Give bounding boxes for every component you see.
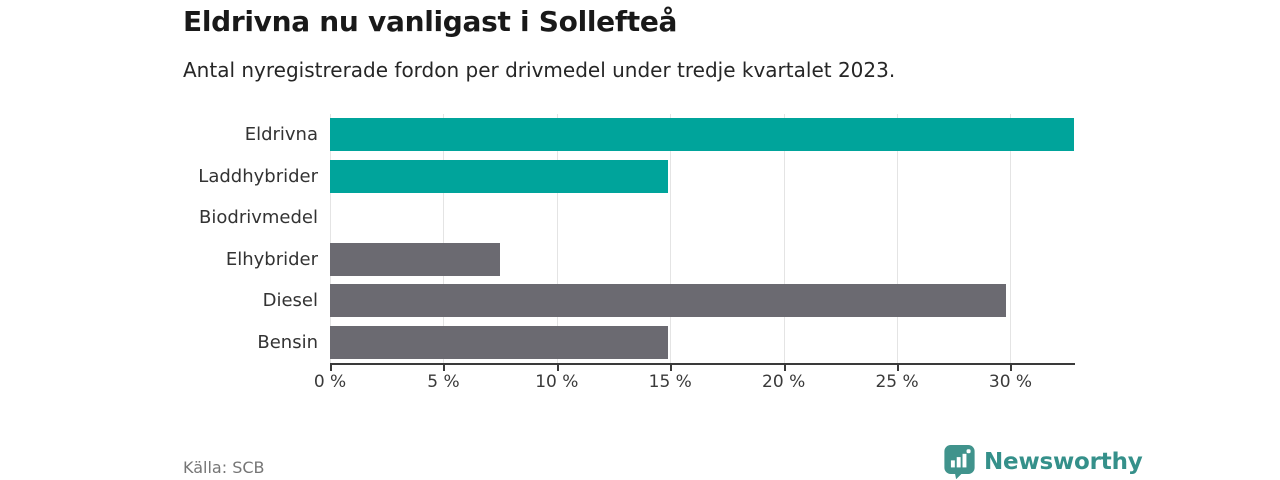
category-label: Eldrivna xyxy=(244,124,318,145)
bar-bensin xyxy=(330,325,668,359)
bar-laddhybrider xyxy=(330,159,668,193)
bar-row xyxy=(330,280,1074,322)
gridline xyxy=(1010,114,1012,363)
gridline xyxy=(443,114,445,363)
x-tick-label: 5 % xyxy=(427,372,460,392)
x-tick-label: 30 % xyxy=(988,372,1033,392)
plot-area xyxy=(330,114,1074,363)
gridline xyxy=(670,114,672,363)
brand-name: Newsworthy xyxy=(984,449,1143,475)
gridline xyxy=(897,114,899,363)
bar-row xyxy=(330,322,1074,364)
bar-chart-pin-icon xyxy=(944,445,975,479)
bar-eldrivna xyxy=(330,118,1074,151)
category-label: Diesel xyxy=(262,290,318,311)
x-tick-label: 25 % xyxy=(875,372,919,392)
category-axis: Eldrivna Laddhybrider Biodrivmedel Elhybrid… xyxy=(0,114,318,363)
gridline xyxy=(783,114,785,363)
category-label: Elhybrider xyxy=(225,248,318,270)
bar-row xyxy=(330,239,1074,281)
chart-title: Eldrivna nu vanligast i Sollefteå xyxy=(183,5,678,38)
chart-subtitle: Antal nyregistrerade fordon per drivmede… xyxy=(183,58,896,82)
newsworthy-logo: Newsworthy xyxy=(944,445,1143,479)
x-tick-mark xyxy=(783,365,786,371)
source-text: Källa: SCB xyxy=(183,458,265,477)
x-tick-mark xyxy=(897,365,900,371)
bar-row xyxy=(330,156,1074,198)
bar-row xyxy=(330,114,1074,156)
x-tick-mark xyxy=(443,365,446,371)
x-tick-label: 10 % xyxy=(535,372,579,392)
x-tick-label: 0 % xyxy=(313,372,347,392)
gridline xyxy=(330,114,331,363)
x-tick-label: 20 % xyxy=(762,372,806,392)
category-label: Biodrivmedel xyxy=(199,207,318,228)
category-label: Bensin xyxy=(257,331,318,353)
x-tick-mark xyxy=(670,365,673,371)
x-tick-label: 15 % xyxy=(648,372,692,392)
gridline xyxy=(556,114,558,363)
bar-row xyxy=(330,197,1074,239)
x-tick-mark xyxy=(330,365,332,371)
bar-diesel xyxy=(330,284,1006,317)
x-axis-line xyxy=(330,363,1075,365)
bar-elhybrider xyxy=(330,242,501,276)
category-label: Laddhybrider xyxy=(198,165,318,187)
x-tick-mark xyxy=(1010,365,1013,371)
x-tick-mark xyxy=(556,365,559,371)
